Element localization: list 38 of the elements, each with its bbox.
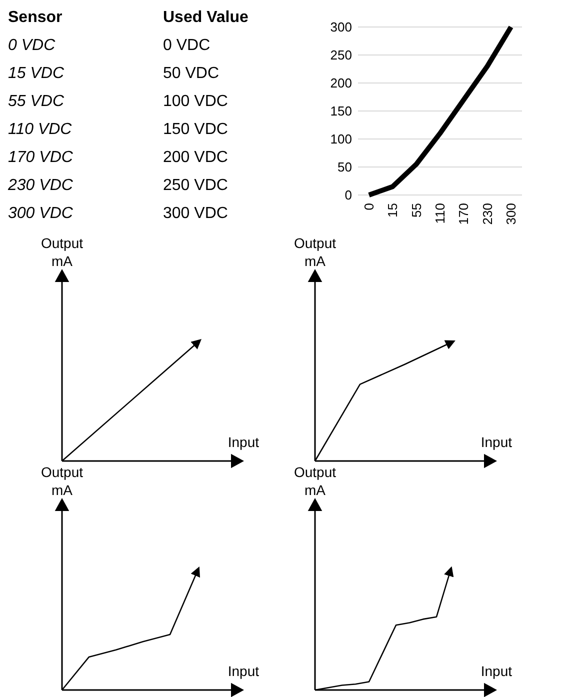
x-tick-label: 0 [362, 203, 377, 210]
x-tick-label: 55 [408, 203, 424, 218]
text: 300 VDC [163, 205, 228, 222]
text: 150 VDC [163, 121, 228, 138]
y-tick-label: 100 [330, 132, 352, 147]
x-tick-label: 15 [385, 203, 400, 218]
text: 50 VDC [163, 65, 220, 82]
x-tick-label: 170 [456, 203, 472, 225]
y-tick-label: 0 [344, 188, 352, 203]
y-tick-label: 50 [338, 160, 352, 175]
text: 15 VDC [8, 65, 64, 82]
text: Used Value [163, 9, 248, 26]
text: 55 VDC [8, 93, 64, 110]
x-axis-title: Input [228, 663, 260, 679]
text: 0 VDC [163, 37, 210, 54]
text: 200 VDC [163, 149, 228, 166]
y-axis-title: Output mA [40, 464, 84, 498]
text: 250 VDC [163, 177, 228, 194]
y-tick-label: 250 [330, 48, 352, 63]
y-tick-label: 300 [330, 20, 352, 35]
text: 110 VDC [8, 121, 72, 138]
text: 230 VDC [7, 177, 74, 194]
x-tick-label: 230 [480, 203, 495, 225]
x-tick-label: 110 [432, 203, 448, 224]
y-axis-title: Output mA [294, 235, 336, 269]
x-axis-title: Input [228, 434, 260, 450]
text: 100 VDC [163, 93, 228, 110]
text: 300 VDC [8, 205, 74, 222]
text: Sensor [8, 9, 62, 26]
y-tick-label: 200 [330, 76, 352, 91]
y-axis-title: Output mA [40, 235, 84, 269]
y-axis-title: Output mA [294, 464, 336, 498]
y-tick-label: 150 [330, 104, 352, 119]
x-axis-title: Input [480, 434, 512, 450]
text: 0 VDC [8, 37, 56, 54]
x-axis-title: Input [480, 663, 512, 679]
text: 170 VDC [8, 149, 74, 166]
x-tick-label: 300 [504, 203, 519, 225]
